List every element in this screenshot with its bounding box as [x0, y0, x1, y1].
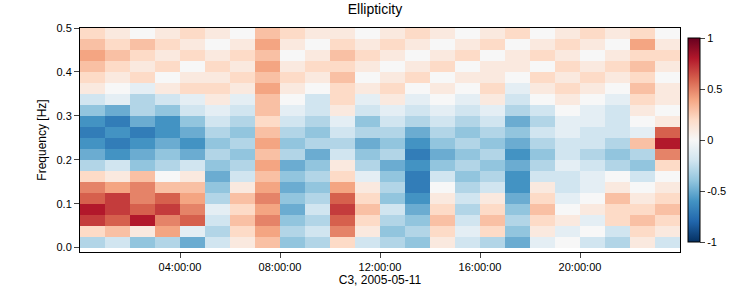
svg-text:04:00:00: 04:00:00: [159, 261, 202, 273]
svg-text:12:00:00: 12:00:00: [359, 261, 402, 273]
svg-text:0: 0: [707, 134, 713, 146]
svg-text:16:00:00: 16:00:00: [459, 261, 502, 273]
svg-text:0.4: 0.4: [57, 66, 72, 78]
svg-text:Ellipticity: Ellipticity: [348, 1, 402, 17]
svg-text:0.2: 0.2: [57, 154, 72, 166]
svg-text:1: 1: [707, 32, 713, 44]
svg-text:Frequency [Hz]: Frequency [Hz]: [35, 99, 49, 180]
svg-text:20:00:00: 20:00:00: [559, 261, 602, 273]
svg-text:0.3: 0.3: [57, 110, 72, 122]
svg-text:0.0: 0.0: [57, 241, 72, 253]
svg-text:08:00:00: 08:00:00: [259, 261, 302, 273]
svg-text:0.5: 0.5: [707, 83, 722, 95]
svg-text:0.1: 0.1: [57, 198, 72, 210]
svg-text:C3, 2005-05-11: C3, 2005-05-11: [339, 273, 422, 287]
svg-text:-1: -1: [707, 236, 717, 248]
svg-text:-0.5: -0.5: [707, 185, 726, 197]
svg-text:0.5: 0.5: [57, 22, 72, 34]
